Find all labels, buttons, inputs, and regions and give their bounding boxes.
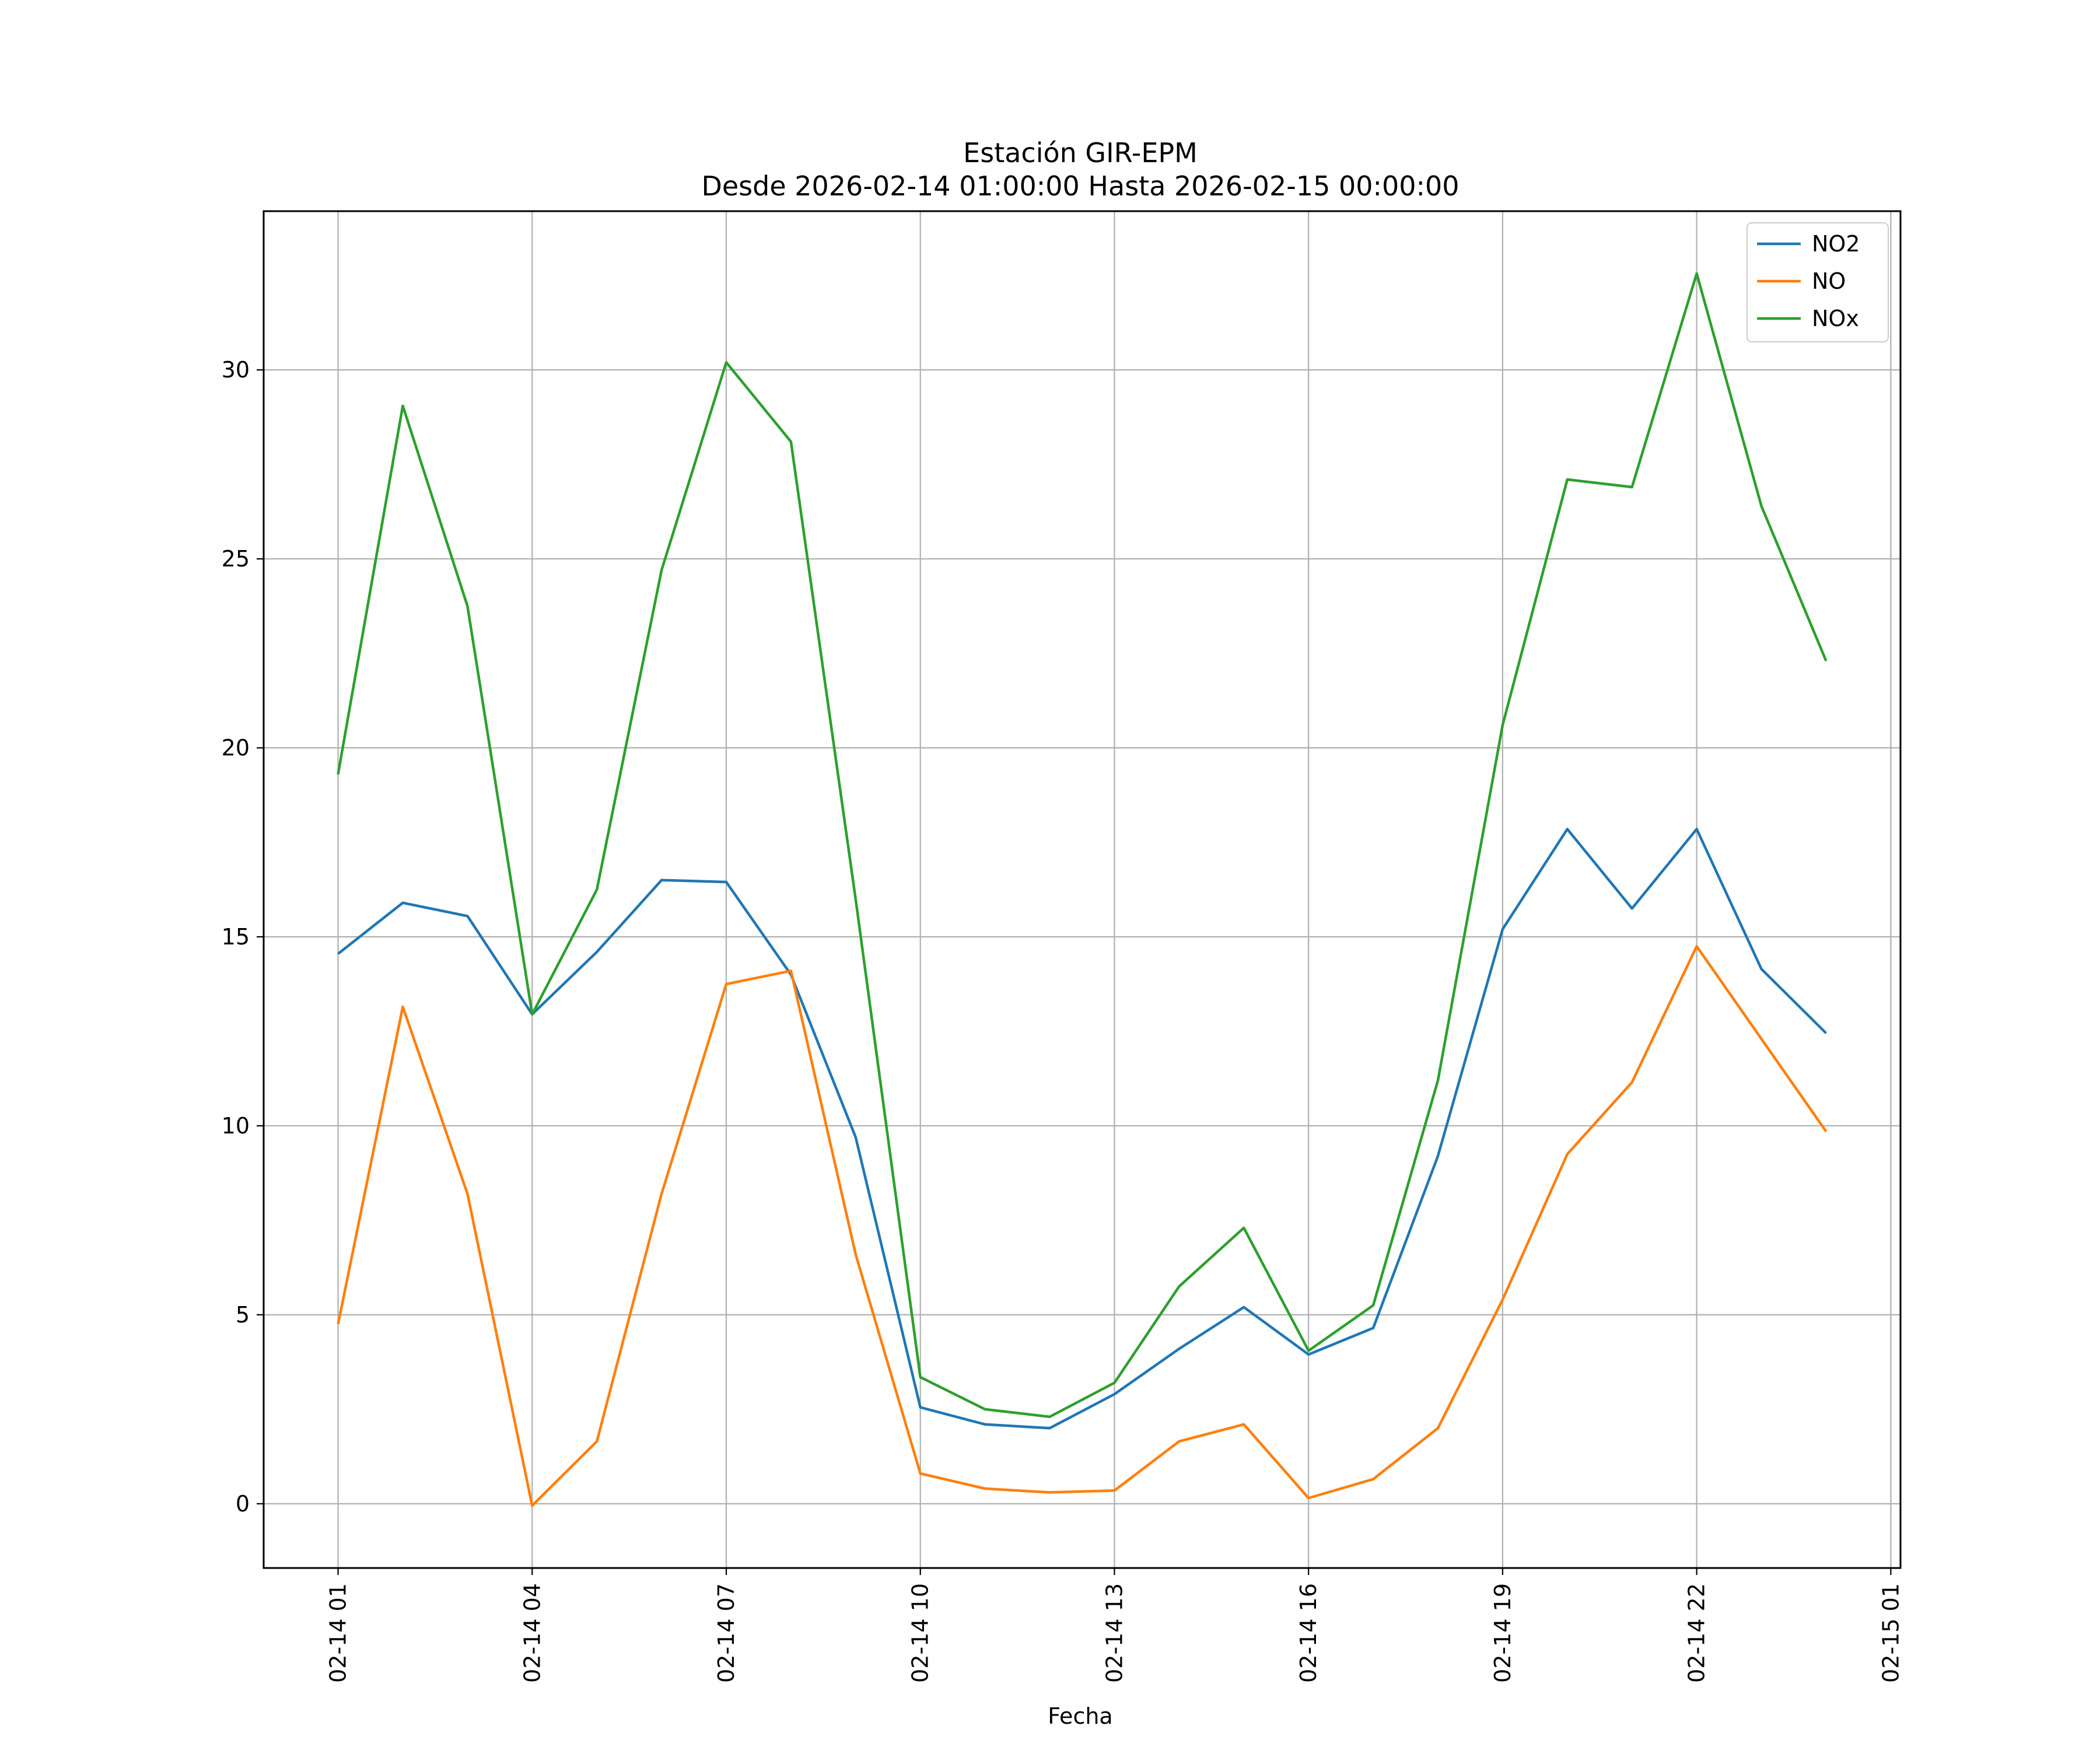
y-tick-label: 30	[222, 357, 250, 383]
legend-label-no2: NO2	[1812, 231, 1860, 257]
x-tick-label: 02-14 19	[1490, 1583, 1516, 1683]
x-tick-label: 02-14 04	[519, 1583, 545, 1683]
y-tick-label: 15	[222, 924, 250, 950]
legend: NO2 NO NOx	[1746, 222, 1889, 342]
series-line-no	[337, 944, 1828, 1507]
x-tick-label: 02-14 16	[1296, 1583, 1321, 1683]
chart-subtitle: Desde 2026-02-14 01:00:00 Hasta 2026-02-…	[701, 170, 1459, 202]
y-tick-label: 10	[222, 1113, 250, 1139]
x-tick-label: 02-14 07	[713, 1583, 739, 1683]
x-tick-label: 02-14 13	[1101, 1583, 1127, 1683]
series-line-nox	[337, 272, 1828, 1419]
chart-title: Estación GIR-EPM	[963, 137, 1198, 169]
plot-frame	[262, 210, 1902, 1569]
series-line-no2	[337, 828, 1828, 1430]
x-tick-label: 02-15 01	[1878, 1583, 1903, 1683]
x-axis-label: Fecha	[1048, 1703, 1112, 1729]
y-tick-label: 20	[222, 735, 250, 761]
x-tick-label: 02-14 10	[908, 1583, 933, 1683]
y-tick-label: 25	[222, 546, 250, 572]
y-axis: 0 5 10 15 20 25 30	[222, 357, 264, 1517]
y-tick-label: 5	[236, 1302, 250, 1328]
x-tick-label: 02-14 01	[326, 1583, 351, 1683]
legend-label-no: NO	[1812, 268, 1846, 294]
legend-label-nox: NOx	[1812, 306, 1859, 331]
grid	[264, 211, 1901, 1568]
x-axis: 02-14 01 02-14 04 02-14 07 02-14 10 02-14 13…	[326, 1568, 1903, 1683]
series-layer	[337, 272, 1828, 1507]
x-tick-label: 02-14 22	[1684, 1583, 1710, 1683]
y-tick-label: 0	[236, 1491, 250, 1517]
legend-box	[1746, 222, 1889, 342]
